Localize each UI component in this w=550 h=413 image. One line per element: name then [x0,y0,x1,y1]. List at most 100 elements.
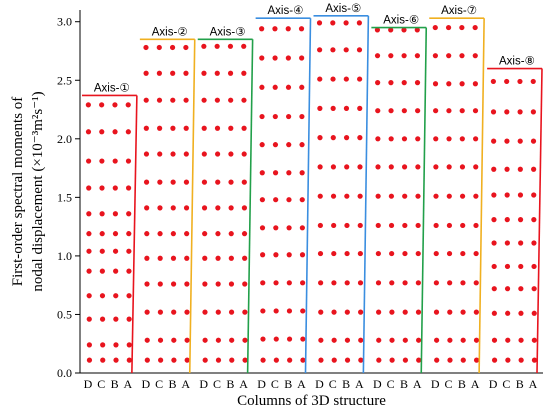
data-point [259,26,265,32]
column-label: D [315,377,324,391]
data-point [434,337,440,343]
data-point [531,357,538,363]
data-point [415,136,421,142]
data-point [227,43,234,49]
axis-group-side-line [420,27,428,374]
data-point [300,357,306,363]
data-point [518,240,524,246]
data-point [184,231,190,237]
data-point [357,222,363,229]
data-point [472,53,478,59]
data-point [356,20,362,26]
data-point [229,337,235,343]
data-point [375,108,381,114]
data-point [331,280,337,286]
data-point [299,55,305,61]
data-point [299,113,305,120]
data-point [100,357,106,363]
data-point [433,280,439,286]
data-point [184,281,190,287]
data-point [490,78,496,85]
data-point [459,164,466,170]
data-point [317,76,323,82]
column-label: C [213,377,221,391]
data-point [143,70,149,76]
data-point [125,102,131,108]
data-point [183,97,189,103]
data-point [447,280,453,286]
data-point [473,136,479,142]
data-point [260,357,266,363]
data-point [112,129,118,135]
data-point [518,310,524,316]
data-point [357,193,363,199]
data-point [491,217,497,223]
data-point [358,357,364,363]
data-point [286,336,293,342]
data-point [86,342,92,348]
data-point [357,76,363,82]
data-point [86,185,92,191]
data-point [504,263,511,270]
data-point [504,217,510,223]
data-point [446,108,452,114]
column-label: A [529,377,538,391]
data-point [85,129,92,135]
data-point [260,336,266,342]
data-point [144,231,150,237]
data-point [228,231,234,237]
data-point [259,113,265,120]
data-point [299,197,305,203]
y-tick-label: 3.0 [57,15,72,29]
data-point [330,76,336,82]
data-point [156,70,162,76]
data-point [272,113,278,120]
axis-group-label: Axis-② [152,26,188,38]
column-label: A [413,377,422,391]
data-point [344,222,350,229]
data-point [86,357,93,363]
data-point [170,179,176,185]
data-point [272,170,279,176]
data-point [433,164,439,170]
data-point [99,185,105,191]
data-point [86,248,92,254]
data-point [402,280,408,286]
data-point [331,309,337,315]
data-point [389,309,395,315]
data-point [357,250,363,257]
data-point [460,337,466,343]
column-label: D [257,377,266,391]
data-point [241,205,248,211]
data-point [330,20,336,26]
data-point [241,97,247,103]
data-point [143,179,150,185]
data-point [375,80,381,86]
axis-group-side-line [246,39,254,374]
data-point [447,309,453,315]
data-point [414,27,420,33]
data-point [415,280,421,286]
data-point [531,337,537,343]
data-point [504,78,510,85]
data-point [273,336,279,342]
data-point [99,248,105,254]
data-point [126,211,132,217]
column-label: A [181,377,190,391]
axis-group-side-line [304,18,312,374]
data-point [344,280,350,286]
data-point [241,125,247,131]
column-label: D [489,377,498,391]
data-point [126,248,132,254]
data-point [531,286,537,292]
data-point [241,231,248,237]
column-label: B [458,377,466,391]
data-point [272,26,278,32]
data-point [446,136,452,142]
data-point [143,151,150,157]
data-point [273,225,279,231]
data-point [184,255,190,261]
data-point [473,222,479,229]
data-point [157,205,163,211]
column-label: B [226,377,234,391]
